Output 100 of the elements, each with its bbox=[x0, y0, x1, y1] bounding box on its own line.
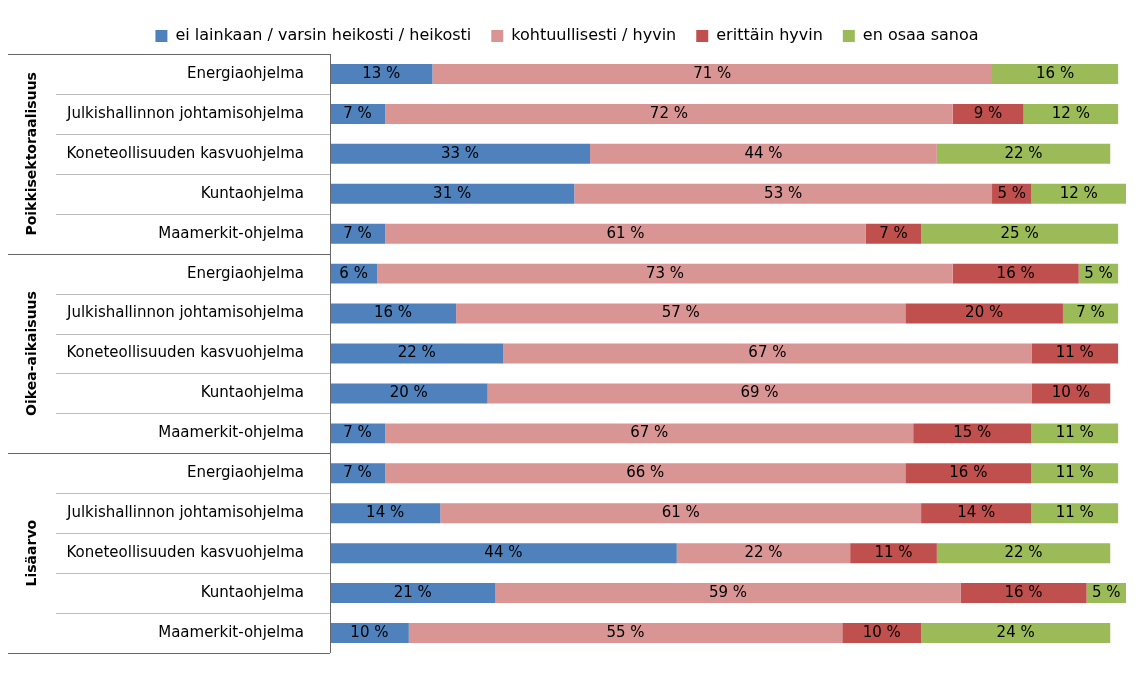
y-tick-label: Koneteollisuuden kasvuohjelma bbox=[66, 543, 304, 562]
y-tick-label: Kuntaohjelma bbox=[200, 183, 304, 202]
bar bbox=[921, 223, 1119, 244]
data-label: 71 % bbox=[693, 63, 732, 82]
data-label: 59 % bbox=[708, 582, 748, 601]
bar bbox=[913, 423, 1032, 444]
data-label: 13 % bbox=[362, 63, 401, 82]
data-label: 31 % bbox=[433, 183, 472, 202]
bar bbox=[1031, 463, 1119, 484]
data-label: 11 % bbox=[874, 543, 913, 562]
data-label: 20 % bbox=[389, 383, 428, 402]
data-label: 16 % bbox=[1036, 63, 1075, 82]
bar bbox=[590, 143, 937, 164]
y-tick-label: Energiaohjelma bbox=[186, 463, 304, 482]
bar bbox=[330, 383, 488, 404]
data-label: 72 % bbox=[649, 103, 688, 122]
data-label: 11 % bbox=[1055, 503, 1094, 522]
bar bbox=[936, 543, 1111, 564]
data-label: 16 % bbox=[373, 303, 413, 322]
bar bbox=[330, 303, 457, 324]
y-tick-label: Kuntaohjelma bbox=[200, 383, 304, 402]
text: Poikkisektoraalisuus bbox=[22, 72, 39, 236]
bar bbox=[385, 223, 866, 244]
data-label: 22 % bbox=[1004, 543, 1043, 562]
bar bbox=[330, 503, 441, 524]
data-label: 67 % bbox=[748, 343, 787, 362]
y-tick-label: Energiaohjelma bbox=[186, 63, 304, 82]
bar bbox=[960, 583, 1087, 604]
text: Lisäarvo bbox=[22, 519, 39, 587]
legend-label: erittäin hyvin bbox=[716, 25, 823, 45]
legend-label: kohtuullisesti / hyvin bbox=[511, 25, 677, 45]
data-label: 67 % bbox=[630, 423, 669, 442]
data-label: 22 % bbox=[397, 343, 436, 362]
y-tick-label: Julkishallinnon johtamisohjelma bbox=[65, 103, 304, 122]
data-label: 7 % bbox=[343, 223, 372, 242]
bar bbox=[1031, 503, 1119, 524]
data-label: 16 % bbox=[1004, 582, 1043, 601]
data-label: 16 % bbox=[949, 463, 988, 482]
data-label: 9 % bbox=[973, 103, 1003, 122]
data-label: 7 % bbox=[879, 223, 908, 242]
bar bbox=[440, 503, 922, 524]
data-label: 7 % bbox=[343, 423, 372, 442]
y-tick-label: Maamerkit-ohjelma bbox=[158, 622, 304, 641]
data-label: 21 % bbox=[393, 582, 432, 601]
bar bbox=[574, 183, 993, 204]
data-label: 11 % bbox=[1055, 463, 1094, 482]
bar bbox=[905, 303, 1063, 324]
bar bbox=[385, 463, 906, 484]
y-tick-label: Maamerkit-ohjelma bbox=[158, 223, 304, 242]
data-label: 53 % bbox=[764, 183, 803, 202]
bar bbox=[330, 543, 677, 564]
bar bbox=[377, 263, 953, 284]
data-label: 14 % bbox=[366, 503, 405, 522]
data-label: 24 % bbox=[996, 622, 1035, 641]
legend-label: en osaa sanoa bbox=[862, 25, 979, 45]
bar bbox=[676, 543, 851, 564]
data-label: 6 % bbox=[339, 263, 368, 282]
bar bbox=[330, 63, 433, 84]
bar bbox=[921, 623, 1111, 644]
data-label: 55 % bbox=[606, 622, 645, 641]
data-label: 33 % bbox=[440, 143, 480, 162]
data-label: 5 % bbox=[1084, 263, 1113, 282]
legend-label: ei lainkaan / varsin heikosti / heikosti bbox=[175, 25, 472, 45]
bar bbox=[456, 303, 906, 324]
data-label: 12 % bbox=[1059, 183, 1098, 202]
bar bbox=[1031, 183, 1126, 204]
data-label: 10 % bbox=[350, 622, 389, 641]
bar bbox=[330, 143, 591, 164]
y-tick-label: Koneteollisuuden kasvuohjelma bbox=[66, 343, 304, 362]
bar bbox=[487, 383, 1032, 404]
bar bbox=[921, 503, 1032, 524]
data-label: 20 % bbox=[965, 303, 1004, 322]
bar bbox=[330, 183, 575, 204]
data-label: 61 % bbox=[606, 223, 645, 242]
data-label: 22 % bbox=[1004, 143, 1043, 162]
bar bbox=[1023, 103, 1119, 124]
y-tick-label: Julkishallinnon johtamisohjelma bbox=[65, 503, 304, 522]
data-label: 7 % bbox=[1076, 303, 1105, 322]
y-tick-label: Kuntaohjelma bbox=[200, 582, 304, 601]
bar bbox=[850, 543, 937, 564]
data-label: 22 % bbox=[744, 543, 783, 562]
bar bbox=[385, 103, 953, 124]
data-label: 11 % bbox=[1055, 343, 1094, 362]
bar bbox=[1031, 423, 1119, 444]
y-tick-label: Koneteollisuuden kasvuohjelma bbox=[66, 143, 304, 162]
data-label: 25 % bbox=[1000, 223, 1039, 242]
data-label: 5 % bbox=[997, 183, 1027, 202]
text: Oikea-aikaisuus bbox=[22, 291, 39, 416]
data-label: 10 % bbox=[1051, 383, 1090, 402]
bar bbox=[495, 583, 961, 604]
data-label: 7 % bbox=[343, 463, 372, 482]
data-label: 16 % bbox=[996, 263, 1035, 282]
data-label: 66 % bbox=[626, 463, 665, 482]
data-label: 14 % bbox=[957, 503, 996, 522]
data-label: 5 % bbox=[1092, 582, 1121, 601]
y-tick-label: Maamerkit-ohjelma bbox=[158, 423, 304, 442]
data-label: 44 % bbox=[484, 543, 523, 562]
data-label: 73 % bbox=[645, 263, 685, 282]
y-tick-label: Julkishallinnon johtamisohjelma bbox=[65, 303, 304, 322]
bar bbox=[936, 143, 1111, 164]
